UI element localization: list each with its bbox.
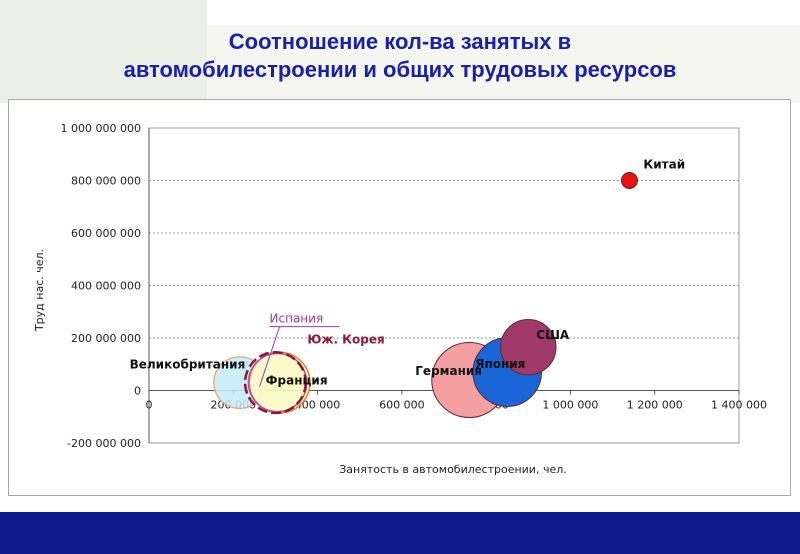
x-tick-label: 1 000 000 [542,399,598,412]
y-tick-label: 400 000 000 [71,280,141,293]
bubble-label-Великобритания: Великобритания [130,358,246,372]
x-tick-label: 0 [146,399,153,412]
y-tick-label: 800 000 000 [71,175,141,188]
y-tick-label: -200 000 000 [67,437,141,450]
bubble-label-Япония: Япония [475,357,525,371]
x-tick-label: 400 000 [295,399,341,412]
bubble-label-Франция: Франция [266,374,328,388]
bubble-США [500,318,557,376]
bubble-label-Китай: Китай [643,158,685,172]
bubble-label-Германия: Германия [415,364,482,378]
slide-title-line1: Соотношение кол-ва занятых в [228,29,572,54]
chart-frame: -200 000 000 0 200 000 000 400 000 000 600 0… [8,99,791,496]
slide-title-line2: автомобилестроении и общих трудовых ресу… [123,57,677,82]
top-band-right [207,25,800,103]
slide-title: Соотношение кол-ва занятых в автомобилес… [0,28,800,84]
y-tick-label: 0 [134,385,141,398]
x-axis-label: Занятость в автомобилестроении, чел. [339,463,567,476]
x-tick-label: 1 200 000 [627,399,683,412]
bottom-bar [0,512,800,554]
bubble-Юж. Корея [243,351,308,415]
x-tick-label: 1 400 000 [711,399,767,412]
bubble-chart: -200 000 000 0 200 000 000 400 000 000 600 0… [33,122,767,476]
y-tick-label: 1 000 000 000 [61,122,141,135]
y-tick-label: 600 000 000 [71,227,141,240]
y-tick-label: 200 000 000 [71,332,141,345]
x-tick-label: 600 000 [379,399,425,412]
bubble-label-США: США [536,328,570,342]
bubble-Китай [620,172,638,189]
bubble-label-Юж. Корея: Юж. Корея [307,333,384,347]
leader-line [259,326,281,387]
bubbles [213,172,638,419]
y-axis-label: Труд нас. чел. [33,249,46,332]
bubble-label-Испания: Испания [270,312,324,326]
top-band-left [0,0,207,103]
y-tick-labels: -200 000 000 0 200 000 000 400 000 000 600 0… [61,122,141,450]
